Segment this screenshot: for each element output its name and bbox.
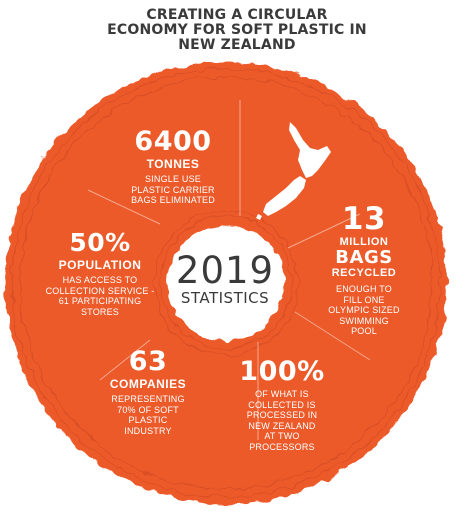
stat-bags-number: 13 [341, 201, 387, 237]
stat-bags-desc: ENOUGH TO FILL ONE OLYMPIC SIZED SWIMMIN… [328, 284, 400, 336]
title-line-3: NEW ZEALAND [178, 37, 296, 53]
stat-bags-label-recycled: RECYCLED [331, 267, 397, 279]
stat-population-label: POPULATION [58, 258, 142, 272]
stat-bags: 13 MILLION BAGS RECYCLED ENOUGH TO FILL … [316, 203, 412, 337]
stat-bags-label-bags: BAGS [335, 247, 393, 268]
stat-companies-number: 63 [128, 346, 168, 377]
title-line-2: ECONOMY FOR SOFT PLASTIC IN [107, 22, 367, 38]
stat-processed-desc: OF WHAT IS COLLECTED IS PROCESSED IN NEW… [246, 389, 318, 452]
stat-tonnes-desc: SINGLE USE PLASTIC CARRIER BAGS ELIMINAT… [131, 174, 215, 205]
stat-companies-desc: REPRESENTING 70% OF SOFT PLASTIC INDUSTR… [111, 394, 185, 436]
new-zealand-map-icon [256, 122, 331, 220]
inner-hole [170, 227, 282, 339]
stat-population-number: 50% [69, 228, 131, 257]
stat-tonnes-label: TONNES [146, 157, 200, 171]
stat-processed: 100% OF WHAT IS COLLECTED IS PROCESSED I… [230, 358, 334, 452]
stat-bags-label-million: MILLION [339, 236, 389, 248]
scribble-texture [11, 68, 441, 498]
stat-companies-label: COMPANIES [109, 377, 187, 391]
infographic-title: CREATING A CIRCULAR ECONOMY FOR SOFT PLA… [0, 8, 474, 53]
center-statistics: STATISTICS [180, 289, 270, 307]
segment-dividers [87, 100, 371, 440]
center-label: 2019 STATISTICS [170, 249, 280, 307]
stat-companies: 63 COMPANIES REPRESENTING 70% OF SOFT PL… [98, 348, 198, 436]
stat-population-desc: HAS ACCESS TO COLLECTION SERVICE - 61 PA… [45, 275, 155, 317]
stat-processed-number: 100% [239, 356, 325, 387]
stat-population: 50% POPULATION HAS ACCESS TO COLLECTION … [36, 230, 164, 317]
stat-tonnes: 6400 TONNES SINGLE USE PLASTIC CARRIER B… [118, 128, 228, 206]
center-year: 2019 [175, 249, 275, 292]
title-line-1: CREATING A CIRCULAR [146, 7, 328, 23]
stat-tonnes-number: 6400 [134, 126, 212, 157]
